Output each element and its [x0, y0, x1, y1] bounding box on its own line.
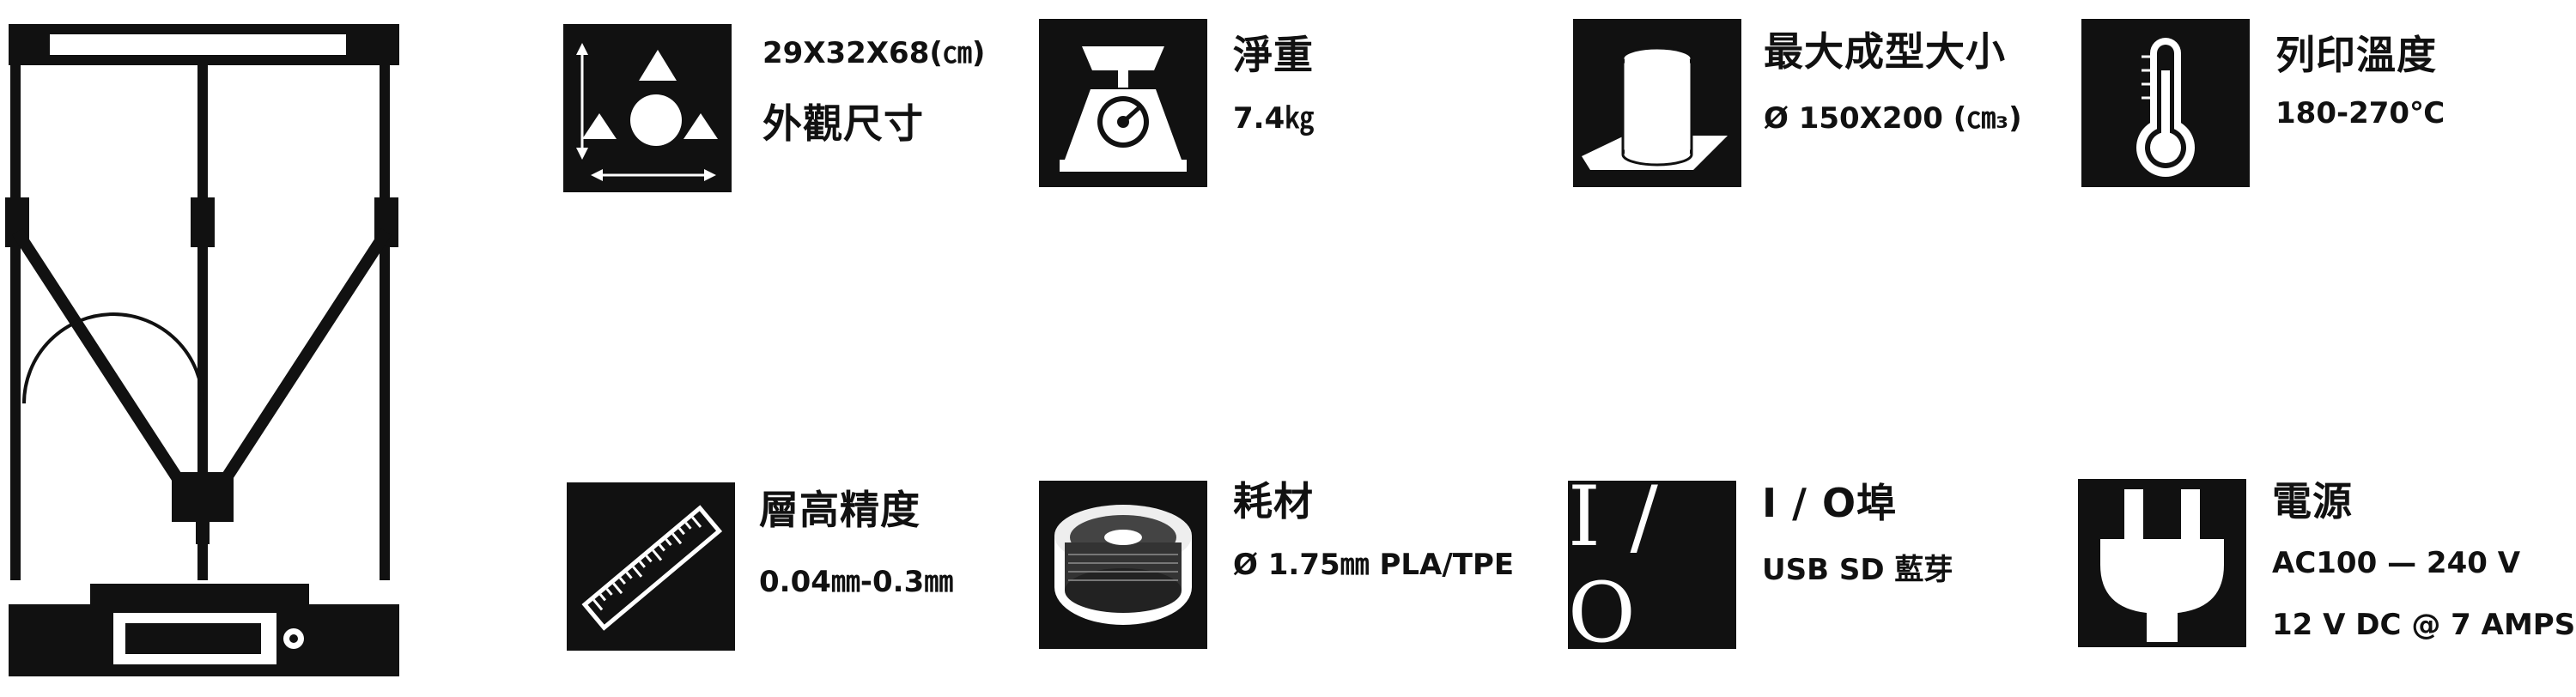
io-value: USB SD 藍芽 [1762, 553, 1953, 587]
temperature-tile [2081, 19, 2250, 187]
build-volume-label: 最大成型大小 [1764, 28, 2006, 75]
power-value-dc: 12 V DC @ 7 AMPS [2272, 608, 2576, 642]
delta-3d-printer-illustration [0, 0, 412, 694]
weight-label: 淨重 [1233, 32, 1314, 78]
io-icon: I / O [1568, 469, 1660, 661]
filament-spool-icon [1054, 505, 1192, 625]
io-label: I / O埠 [1762, 480, 1898, 526]
dimensions-tile [563, 24, 732, 192]
power-tile [2078, 479, 2246, 647]
power-value-ac: AC100 — 240 V [2272, 546, 2521, 580]
layer-precision-label: 層高精度 [759, 487, 920, 533]
temperature-value: 180-270℃ [2275, 96, 2445, 130]
temperature-label: 列印溫度 [2275, 32, 2437, 78]
weight-tile [1039, 19, 1207, 187]
dimensions-label: 外觀尺寸 [762, 100, 924, 147]
build-volume-value: Ø 150X200 (㎝₃) [1764, 101, 2022, 136]
power-plug-icon [2100, 489, 2224, 642]
filament-tile [1039, 481, 1207, 649]
layer-precision-tile [567, 482, 735, 651]
ruler-icon [581, 505, 723, 631]
build-volume-tile [1573, 19, 1741, 187]
io-tile: I / O [1568, 469, 1736, 661]
thermometer-icon [2136, 38, 2195, 177]
filament-label: 耗材 [1233, 478, 1314, 524]
cylinder-build-volume-icon [1582, 46, 1728, 170]
weight-value: 7.4㎏ [1233, 101, 1315, 136]
printer-drawing [5, 24, 399, 676]
dimensions-value: 29X32X68(㎝) [762, 36, 986, 70]
layer-precision-value: 0.04㎜-0.3㎜ [759, 565, 954, 599]
filament-value: Ø 1.75㎜ PLA/TPE [1233, 548, 1515, 582]
power-label: 電源 [2272, 478, 2353, 524]
weighing-scale-icon [1060, 46, 1187, 172]
dimensions-icon [576, 43, 718, 181]
